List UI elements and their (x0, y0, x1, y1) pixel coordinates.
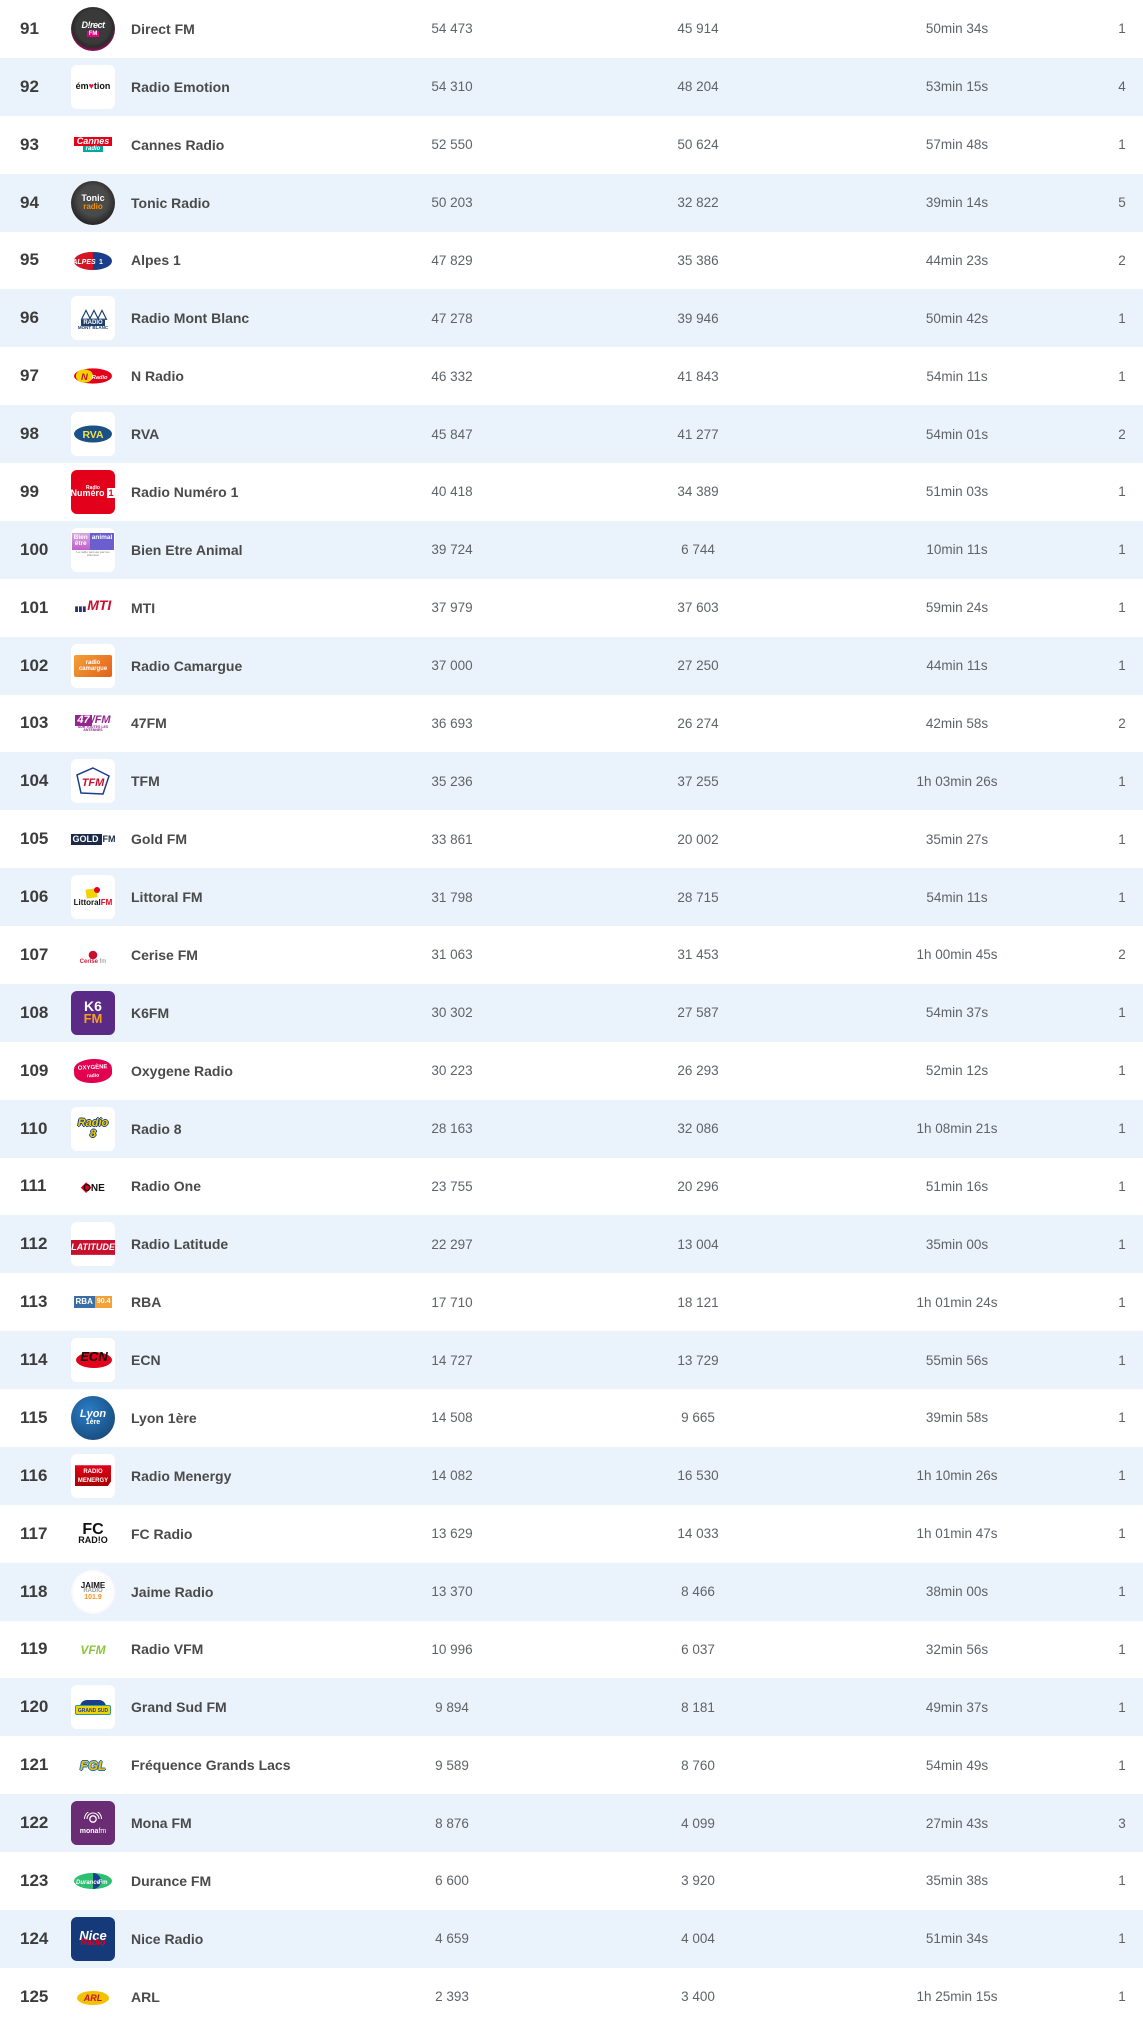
svg-text:Durance: Durance (76, 1880, 101, 1886)
svg-text:1: 1 (99, 259, 103, 266)
svg-text:Fm: Fm (99, 1880, 108, 1886)
svg-text:RVA: RVA (82, 430, 104, 441)
svg-text:ALPES: ALPES (74, 259, 96, 266)
svg-text:ARL: ARL (83, 1993, 103, 2003)
svg-text:N: N (81, 372, 89, 383)
svg-text:TFM: TFM (82, 777, 105, 789)
svg-text:Radio: Radio (92, 375, 108, 381)
